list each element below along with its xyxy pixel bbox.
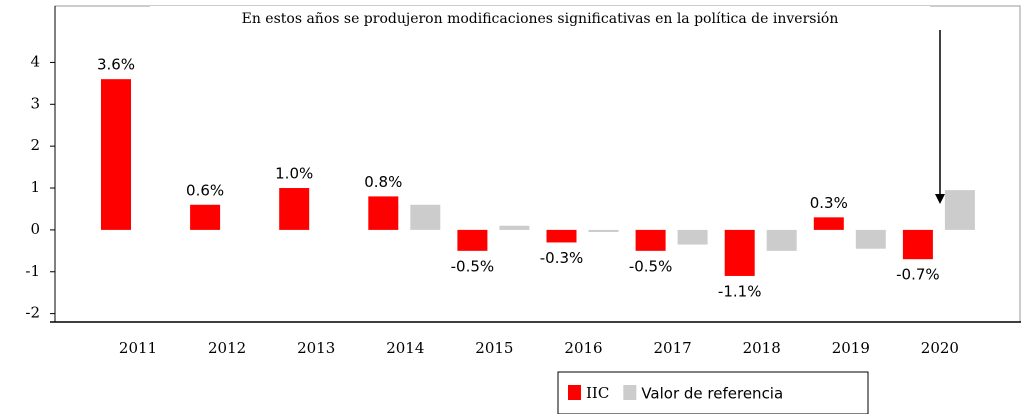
legend-box [557, 371, 869, 414]
legend-swatch [568, 385, 581, 400]
bar [457, 229, 488, 251]
bar [677, 229, 708, 245]
bar [635, 229, 666, 251]
x-tick-label: 2011 [119, 339, 157, 357]
bar [724, 229, 755, 276]
plot-frame [54, 5, 1021, 323]
data-label: -0.5% [629, 257, 673, 275]
bar [813, 217, 844, 230]
x-tick-label: 2015 [475, 339, 513, 357]
data-label: 0.6% [186, 181, 224, 199]
data-label: -0.3% [540, 249, 584, 267]
y-tick-label: 4 [30, 52, 40, 70]
data-label: 0.3% [810, 194, 848, 212]
bar [368, 196, 399, 230]
bar [855, 229, 886, 249]
arrowhead [935, 194, 945, 204]
data-label: -0.5% [451, 257, 495, 275]
bar [499, 225, 530, 230]
y-tick-label: -1 [25, 262, 40, 280]
x-tick-label: 2019 [832, 339, 870, 357]
legend-swatch [623, 385, 637, 400]
x-tick-label: 2018 [743, 339, 781, 357]
bar [546, 229, 577, 243]
bar [279, 188, 310, 230]
x-tick-label: 2014 [386, 339, 424, 357]
bar [766, 229, 797, 251]
y-tick-label: 0 [30, 220, 40, 238]
bar [588, 229, 619, 232]
bar [410, 204, 441, 230]
x-tick-label: 2013 [297, 339, 335, 357]
x-tick-label: 2017 [654, 339, 692, 357]
x-tick-label: 2020 [921, 339, 959, 357]
data-label: -1.1% [718, 282, 762, 300]
x-tick-label: 2016 [564, 339, 602, 357]
y-tick-label: -2 [25, 304, 40, 322]
data-label: 0.8% [364, 173, 402, 191]
y-tick-label: 1 [30, 178, 40, 196]
y-tick-label: 3 [30, 94, 40, 112]
bar [944, 190, 975, 230]
bar [101, 79, 131, 230]
legend-label: Valor de referencia [641, 385, 783, 403]
x-tick-label: 2012 [208, 339, 246, 357]
bar [902, 229, 933, 260]
data-label: 1.0% [275, 165, 313, 183]
title-box [150, 6, 930, 32]
legend-label: IIC [586, 384, 609, 402]
data-label: -0.7% [896, 266, 940, 284]
data-label: 3.6% [97, 56, 135, 74]
chart-title: En estos años se produjeron modificacion… [242, 11, 839, 27]
y-tick-label: 2 [30, 136, 40, 154]
bar [190, 204, 221, 230]
